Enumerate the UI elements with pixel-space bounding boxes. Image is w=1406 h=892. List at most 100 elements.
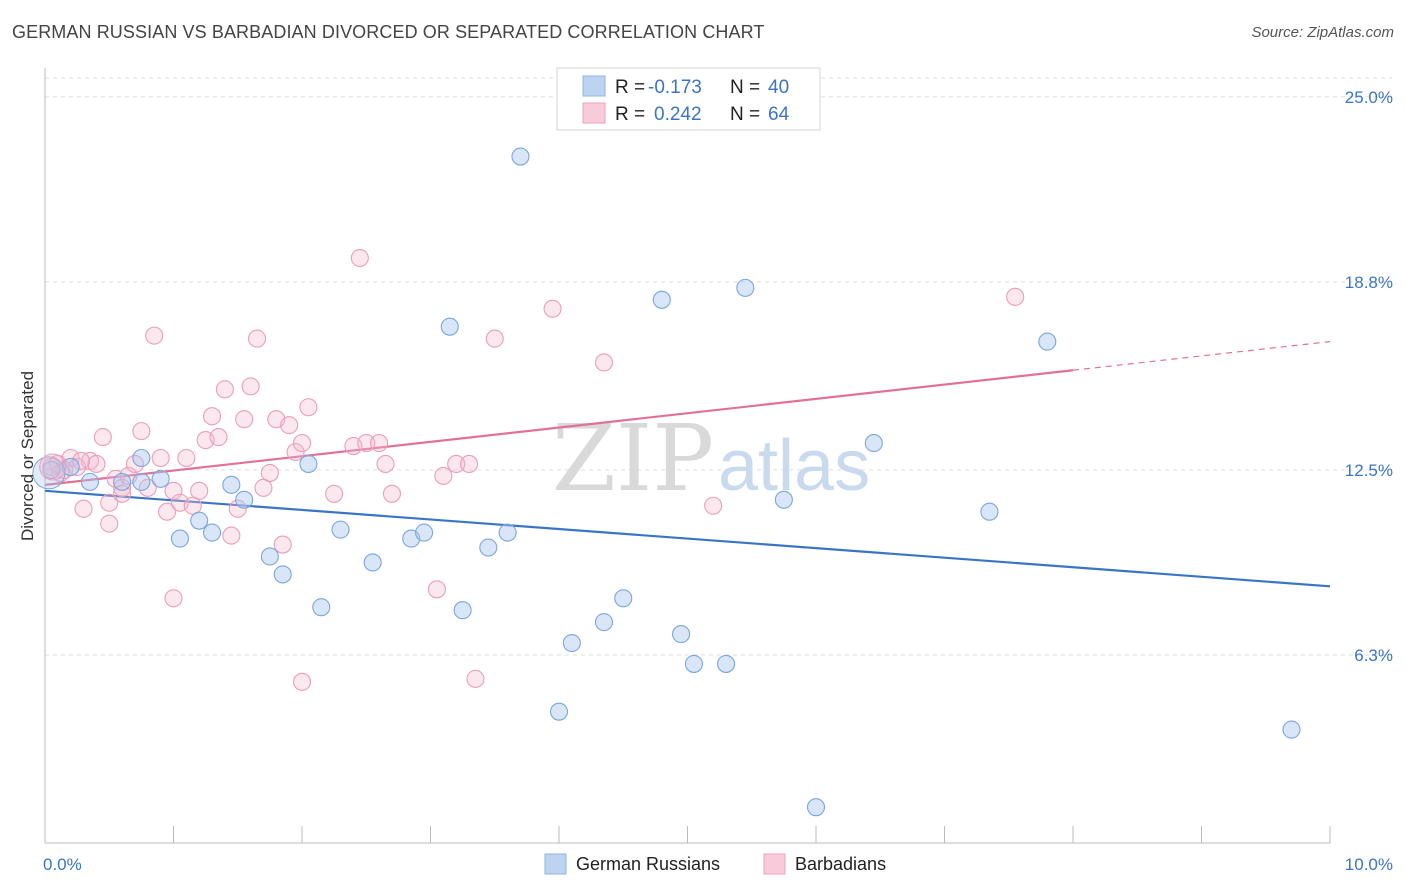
bottom-legend: German Russians Barbadians (544, 853, 886, 875)
point-german-russian (61, 457, 80, 476)
point-german-russian (170, 529, 189, 548)
point-barbadian (280, 416, 299, 435)
bottom-legend-swatch-blue (544, 853, 567, 875)
point-barbadian (273, 535, 292, 554)
y-tick-label: 12.5% (1345, 461, 1393, 480)
point-german-russian (980, 502, 999, 521)
point-barbadian (357, 434, 376, 453)
point-barbadian (100, 493, 119, 512)
point-barbadian (100, 514, 119, 533)
point-german-russian (1038, 332, 1057, 351)
legend-r-value-1: -0.173 (648, 77, 702, 98)
y-tick-label: 25.0% (1345, 88, 1393, 107)
point-barbadian (459, 454, 479, 474)
point-german-russian (453, 601, 472, 620)
point-german-russian (684, 654, 703, 673)
grid (45, 77, 1392, 656)
point-german-russian (415, 523, 434, 542)
y-tick-label: 18.8% (1345, 273, 1393, 292)
point-barbadian (93, 428, 112, 447)
point-german-russian-cluster (32, 456, 66, 490)
y-tick-label: 6.3% (1354, 646, 1393, 665)
point-german-russian (594, 613, 614, 632)
legend-n-value-1: 40 (768, 77, 789, 98)
legend-r-value-2: 0.242 (654, 104, 702, 125)
point-barbadian (485, 329, 504, 348)
point-german-russian (479, 538, 498, 557)
watermark-zip: ZIP (552, 405, 714, 512)
x-tick-label: 10.0% (1345, 855, 1393, 874)
axes (44, 68, 1331, 844)
point-barbadian (235, 410, 254, 429)
point-barbadian (71, 451, 91, 471)
point-german-russian (80, 472, 100, 491)
point-barbadian (247, 329, 267, 348)
trend-line-barbadians (44, 369, 1074, 486)
point-barbadian (209, 428, 228, 447)
point-german-russian (235, 490, 254, 509)
point-german-russian (549, 702, 569, 721)
point-german-russian (716, 654, 736, 673)
point-barbadian (241, 377, 260, 396)
chart-title: GERMAN RUSSIAN VS BARBADIAN DIVORCED OR … (12, 22, 765, 42)
point-german-russian (672, 625, 691, 644)
point-barbadian (183, 496, 202, 515)
point-barbadian (434, 466, 453, 485)
legend-n-label-1: N = (730, 77, 760, 98)
point-german-russian (363, 553, 382, 572)
legend-r-label-1: R = (615, 77, 645, 98)
point-barbadian (158, 502, 177, 521)
point-barbadian (299, 398, 318, 417)
point-barbadian (222, 526, 241, 545)
point-german-russian (42, 460, 61, 479)
point-barbadian (376, 454, 395, 474)
point-barbadian-cluster (39, 453, 67, 481)
y-axis-title: Divorced or Separated (18, 371, 37, 541)
top-legend: R = -0.173 N = 40 R = 0.242 N = 64 (556, 67, 821, 131)
point-german-russian (614, 589, 633, 608)
point-german-russian (260, 547, 279, 566)
point-barbadian (466, 669, 485, 688)
bottom-legend-german-russians: German Russians (576, 854, 720, 874)
trend-line-barbadians-extension (1072, 340, 1331, 371)
tick-labels: 6.3% 12.5% 18.8% 25.0% 0.0% 10.0% (43, 88, 1393, 874)
point-barbadian (177, 448, 196, 468)
point-german-russian (652, 290, 671, 309)
point-german-russian (222, 475, 241, 494)
point-barbadian (1006, 287, 1025, 306)
point-barbadian (74, 499, 93, 518)
point-barbadian (151, 448, 170, 468)
data-points (32, 147, 1301, 817)
point-german-russian (203, 523, 222, 542)
trend-line-german-russians (44, 489, 1331, 588)
trend-lines (44, 340, 1331, 588)
point-barbadian (350, 248, 369, 268)
point-barbadian (254, 478, 273, 497)
point-barbadian (292, 672, 312, 691)
point-german-russian (151, 469, 170, 488)
point-german-russian (273, 565, 292, 584)
point-german-russian (113, 472, 132, 491)
legend-swatch-blue (582, 75, 606, 97)
point-barbadian (704, 496, 723, 515)
point-german-russian (190, 511, 209, 530)
legend-n-label-2: N = (730, 104, 760, 125)
point-barbadian (215, 380, 234, 399)
point-barbadian (260, 463, 279, 482)
point-german-russian (562, 633, 581, 653)
point-barbadian (447, 454, 466, 474)
point-german-russian (440, 317, 459, 336)
point-german-russian (806, 798, 826, 817)
bottom-legend-swatch-pink (763, 853, 786, 875)
point-barbadian (190, 481, 209, 500)
bottom-legend-barbadians: Barbadians (795, 854, 886, 874)
point-german-russian (736, 278, 755, 297)
source-label: Source: ZipAtlas.com (1251, 24, 1394, 41)
point-german-russian (1282, 720, 1301, 739)
point-barbadian (286, 442, 305, 462)
point-barbadian (164, 589, 183, 608)
point-barbadian (87, 454, 106, 474)
point-german-russian (299, 454, 318, 474)
point-barbadian (427, 580, 446, 599)
